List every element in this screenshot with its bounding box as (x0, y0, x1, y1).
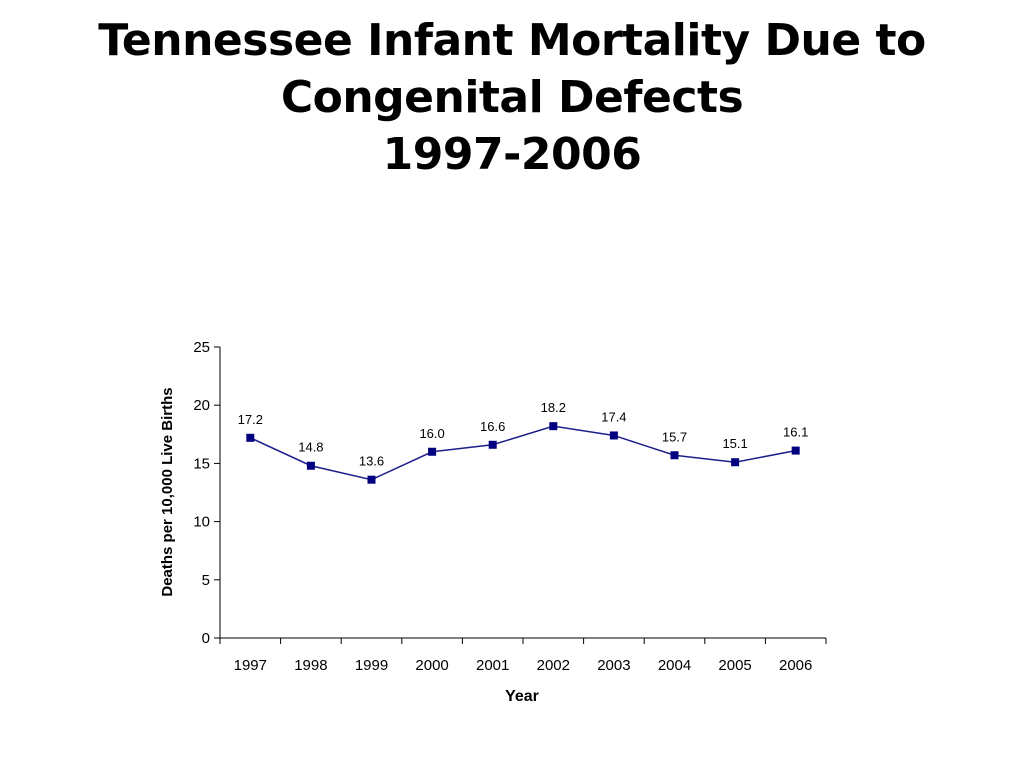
data-label: 15.1 (722, 436, 747, 451)
x-tick-label: 1999 (355, 657, 388, 674)
y-tick-label: 0 (202, 630, 210, 647)
y-axis-ticks: 0 5 10 15 20 25 (193, 339, 220, 647)
data-label: 16.6 (480, 419, 505, 434)
data-point (367, 475, 376, 484)
x-axis-title: Year (505, 688, 539, 705)
data-label: 16.1 (783, 425, 808, 440)
y-tick-label: 20 (193, 397, 210, 414)
x-tick-label: 2001 (476, 657, 509, 674)
data-point (488, 440, 497, 449)
data-point (731, 458, 740, 467)
x-tick-label: 1998 (294, 657, 327, 674)
data-label: 18.2 (541, 400, 566, 415)
series-line (249, 425, 796, 481)
data-label: 16.0 (419, 426, 444, 441)
x-tick-label: 2005 (718, 657, 751, 674)
data-label: 17.4 (601, 409, 626, 424)
data-point (791, 446, 800, 455)
data-point (428, 447, 437, 456)
data-label: 13.6 (359, 454, 384, 469)
title-line-3: 1997-2006 (382, 129, 642, 180)
slide-title: Tennessee Infant Mortality Due to Congen… (0, 12, 1024, 183)
data-point (306, 461, 315, 470)
x-tick-label: 2004 (658, 657, 691, 674)
x-tick-label: 2006 (779, 657, 812, 674)
x-axis-ticks: 1997 1998 1999 2000 2001 2002 2003 2004 2005 2006 (219, 638, 827, 674)
data-point (609, 431, 618, 440)
x-tick-label: 2002 (537, 657, 570, 674)
x-tick-label: 1997 (234, 657, 267, 674)
series-group (246, 422, 800, 484)
y-axis-title: Deaths per 10,000 Live Births (159, 387, 176, 596)
data-label: 14.8 (298, 440, 323, 455)
data-labels: 17.2 14.8 13.6 16.0 16.6 18.2 17.4 15.7 15.1 16.1 (238, 400, 809, 469)
y-tick-label: 15 (193, 455, 210, 472)
title-line-1: Tennessee Infant Mortality Due to (98, 15, 926, 66)
data-point (670, 451, 679, 460)
title-line-2: Congenital Defects (280, 72, 744, 123)
data-point (246, 433, 255, 442)
y-tick-label: 25 (193, 339, 210, 356)
data-label: 15.7 (662, 429, 687, 444)
x-tick-label: 2000 (415, 657, 448, 674)
x-tick-label: 2003 (597, 657, 630, 674)
data-label: 17.2 (238, 412, 263, 427)
chart-axes (219, 347, 826, 639)
y-tick-label: 10 (193, 514, 210, 531)
y-tick-label: 5 (202, 572, 210, 589)
data-point (549, 422, 558, 431)
